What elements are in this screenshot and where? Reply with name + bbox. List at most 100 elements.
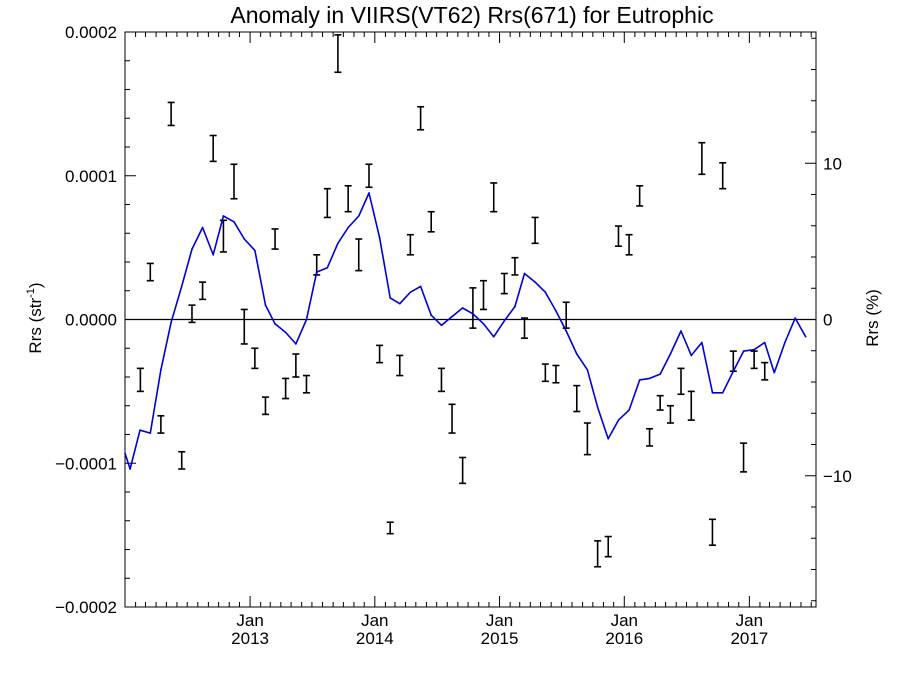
series-point	[124, 452, 126, 454]
series-point	[451, 315, 453, 318]
series-point	[264, 304, 267, 306]
series-point	[357, 215, 360, 217]
error-bar	[209, 134, 217, 163]
x-tick-year-label: 2015	[481, 629, 519, 648]
series-point	[648, 377, 651, 380]
series-point	[503, 320, 506, 322]
series-point	[523, 272, 526, 275]
error-bar	[251, 347, 259, 370]
series-point	[461, 307, 464, 309]
series-point	[347, 226, 349, 229]
error-bar	[427, 210, 435, 233]
error-bar	[511, 256, 519, 276]
series-point	[638, 379, 641, 381]
error-bar	[583, 422, 591, 456]
error-bar	[448, 403, 456, 434]
series-point	[170, 321, 172, 324]
error-bar	[355, 238, 363, 272]
series-point	[389, 297, 391, 299]
series-point	[326, 266, 329, 269]
error-bar	[698, 141, 706, 176]
error-bar	[708, 518, 716, 546]
x-tick-year-label: 2014	[356, 629, 394, 648]
error-bar	[541, 363, 549, 383]
x-tick-label: Jan	[611, 611, 638, 630]
series-point	[690, 354, 693, 357]
series-point	[180, 285, 183, 288]
series-point	[139, 429, 141, 431]
error-bar	[365, 163, 373, 189]
error-bar	[437, 367, 445, 393]
series-point	[409, 291, 412, 293]
error-bar	[531, 216, 539, 245]
error-bar	[146, 262, 154, 282]
y2-axis-label: Rrs (%)	[863, 289, 882, 347]
error-bar	[646, 427, 654, 447]
x-tick-year-label: 2013	[231, 629, 269, 648]
x-tick-year-label: 2017	[730, 629, 768, 648]
error-bar	[687, 390, 695, 421]
error-bar	[761, 361, 769, 381]
y-axis-label-close: )	[26, 282, 45, 288]
error-bar	[562, 301, 570, 329]
chart-title: Anomaly in VIIRS(VT62) Rrs(671) for Eutr…	[230, 2, 713, 28]
y-axis-label-superscript: -1	[25, 288, 37, 298]
series-point	[191, 248, 193, 250]
error-bar	[188, 304, 196, 324]
series-point	[607, 438, 610, 440]
error-bar	[323, 187, 331, 219]
series-points	[124, 192, 807, 470]
series-point	[337, 242, 339, 245]
series-point	[212, 254, 214, 256]
error-bar	[500, 272, 508, 295]
y-tick-label: −0.0001	[55, 454, 117, 473]
error-bar	[677, 367, 685, 396]
error-bar	[261, 396, 269, 416]
series-point	[430, 314, 432, 316]
error-bar	[396, 354, 404, 377]
series-point	[315, 271, 318, 273]
error-bar	[604, 535, 612, 558]
error-bar	[376, 344, 384, 364]
series-point	[160, 369, 162, 371]
x-tick-label: Jan	[486, 611, 513, 630]
error-bar	[552, 364, 560, 384]
left-axis: 0.0002 0.0001 0.0000 −0.0001 −0.0002	[55, 23, 136, 617]
error-bar	[656, 394, 664, 411]
error-bar	[469, 287, 477, 329]
series-point	[763, 341, 766, 344]
error-bar	[240, 308, 248, 345]
error-bar	[344, 185, 352, 213]
error-bar	[417, 105, 425, 131]
series-line	[124, 192, 807, 470]
series-point	[201, 226, 204, 229]
series-point	[305, 318, 308, 321]
series-point	[732, 370, 735, 373]
y2-tick-label: 0	[823, 311, 832, 330]
error-bar	[157, 415, 165, 434]
series-point	[284, 331, 287, 334]
error-bar	[479, 279, 487, 311]
error-bar	[406, 233, 414, 256]
error-bar	[614, 225, 622, 247]
series-point	[555, 310, 557, 312]
series-point	[701, 341, 703, 344]
series-point	[544, 291, 547, 293]
series-point	[440, 324, 443, 327]
error-bar	[750, 350, 758, 370]
error-bar	[386, 521, 394, 535]
series-point	[378, 236, 381, 239]
series-point	[784, 341, 786, 344]
series-point	[472, 312, 474, 315]
series-point	[419, 285, 422, 288]
error-bar	[271, 228, 279, 250]
series-point	[794, 317, 796, 319]
y-tick-label: 0.0002	[65, 23, 117, 42]
error-bar	[666, 404, 674, 424]
error-bar	[625, 233, 633, 256]
error-bar	[719, 162, 727, 190]
error-bar	[334, 34, 342, 74]
x-tick-label: Jan	[236, 611, 263, 630]
x-tick-label: Jan	[361, 611, 388, 630]
series-point	[804, 335, 807, 338]
